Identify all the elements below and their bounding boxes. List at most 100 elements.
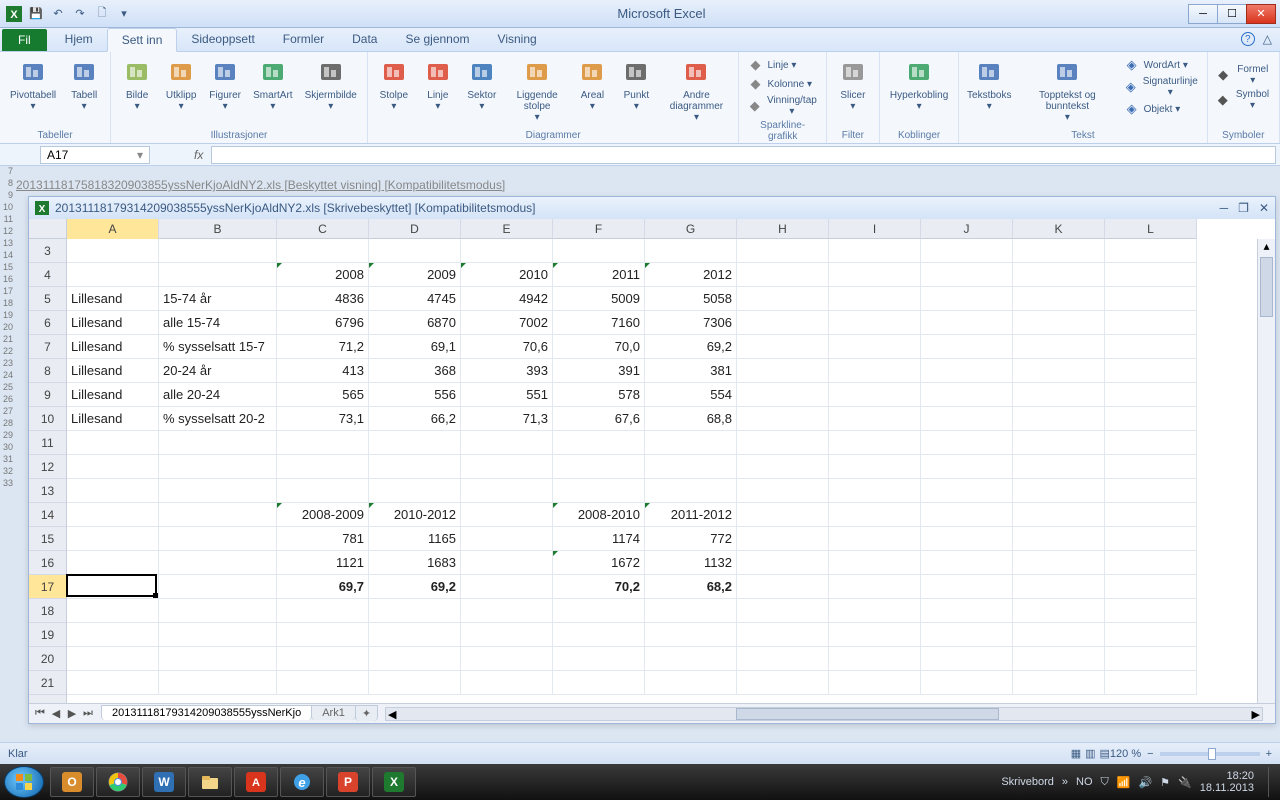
cell[interactable]: [645, 479, 737, 503]
cell[interactable]: [159, 239, 277, 263]
cell[interactable]: alle 20-24: [159, 383, 277, 407]
cell[interactable]: 781: [277, 527, 369, 551]
cell[interactable]: 554: [645, 383, 737, 407]
ribbon-button[interactable]: Slicer▾: [833, 54, 873, 114]
cell[interactable]: [737, 263, 829, 287]
tray-chevron-icon[interactable]: »: [1062, 776, 1068, 788]
cell[interactable]: [277, 671, 369, 695]
cell[interactable]: [829, 407, 921, 431]
cell[interactable]: [921, 575, 1013, 599]
cell[interactable]: [553, 671, 645, 695]
cell[interactable]: [1105, 455, 1197, 479]
child-close-button[interactable]: ✕: [1259, 201, 1269, 215]
cell[interactable]: [67, 479, 159, 503]
cell[interactable]: [645, 671, 737, 695]
ribbon-button[interactable]: Figurer▾: [205, 54, 245, 114]
maximize-button[interactable]: ☐: [1217, 4, 1247, 24]
name-box[interactable]: A17▾: [40, 146, 150, 164]
cell[interactable]: [737, 335, 829, 359]
child-restore-button[interactable]: ❐: [1238, 201, 1249, 215]
cell[interactable]: [67, 503, 159, 527]
formula-input[interactable]: [211, 146, 1276, 164]
cell[interactable]: [1105, 359, 1197, 383]
cell[interactable]: [829, 431, 921, 455]
cell[interactable]: [829, 287, 921, 311]
show-desktop-button[interactable]: [1268, 767, 1276, 797]
cell[interactable]: 2009: [369, 263, 461, 287]
cell[interactable]: [1013, 431, 1105, 455]
cell[interactable]: [921, 407, 1013, 431]
ribbon-button[interactable]: ◆Formel ▾: [1214, 63, 1273, 87]
cell[interactable]: Lillesand: [67, 407, 159, 431]
ime-indicator[interactable]: NO: [1076, 776, 1093, 788]
cell[interactable]: [737, 671, 829, 695]
ribbon-tab[interactable]: Visning: [484, 28, 551, 51]
ribbon-tab[interactable]: Se gjennom: [391, 28, 483, 51]
cell[interactable]: [921, 431, 1013, 455]
cell[interactable]: [737, 599, 829, 623]
cell[interactable]: [1105, 623, 1197, 647]
cell[interactable]: [829, 503, 921, 527]
cell[interactable]: [737, 431, 829, 455]
cell[interactable]: [921, 455, 1013, 479]
ribbon-button[interactable]: ◈Objekt ▾: [1122, 100, 1201, 118]
ribbon-button[interactable]: SmartArt▾: [249, 54, 296, 114]
cell[interactable]: 7002: [461, 311, 553, 335]
ribbon-tab[interactable]: Hjem: [51, 28, 107, 51]
save-icon[interactable]: 💾: [26, 4, 46, 24]
cell[interactable]: [369, 623, 461, 647]
select-all-corner[interactable]: [29, 219, 67, 239]
cell[interactable]: [67, 575, 159, 599]
cell[interactable]: [369, 647, 461, 671]
qat-dropdown-icon[interactable]: ▾: [114, 4, 134, 24]
cell[interactable]: [67, 623, 159, 647]
cell[interactable]: [67, 431, 159, 455]
horizontal-scrollbar[interactable]: ◀▶: [385, 707, 1263, 721]
ribbon-tab[interactable]: Sett inn: [107, 28, 178, 52]
row-header[interactable]: 21: [29, 671, 66, 695]
cell[interactable]: [921, 383, 1013, 407]
new-sheet-button[interactable]: ✦: [355, 705, 378, 721]
cell[interactable]: [277, 647, 369, 671]
cell[interactable]: 393: [461, 359, 553, 383]
cell[interactable]: [829, 263, 921, 287]
cell[interactable]: [1013, 311, 1105, 335]
cell[interactable]: [1013, 407, 1105, 431]
row-header[interactable]: 8: [29, 359, 66, 383]
cell[interactable]: [1013, 527, 1105, 551]
taskbar-outlook-icon[interactable]: O: [50, 767, 94, 797]
row-header[interactable]: 14: [29, 503, 66, 527]
cell[interactable]: 70,0: [553, 335, 645, 359]
cell[interactable]: 2011-2012: [645, 503, 737, 527]
cell[interactable]: Lillesand: [67, 311, 159, 335]
ribbon-tab[interactable]: Formler: [269, 28, 338, 51]
cell[interactable]: 368: [369, 359, 461, 383]
cell[interactable]: [67, 263, 159, 287]
cell[interactable]: [1105, 527, 1197, 551]
cell[interactable]: Lillesand: [67, 335, 159, 359]
row-header[interactable]: 12: [29, 455, 66, 479]
cell[interactable]: 69,2: [369, 575, 461, 599]
cell[interactable]: [159, 527, 277, 551]
cell[interactable]: [369, 455, 461, 479]
tray-shield-icon[interactable]: ⛉: [1101, 776, 1109, 789]
cell[interactable]: [737, 383, 829, 407]
ribbon-button[interactable]: Bilde▾: [117, 54, 157, 114]
cell[interactable]: 71,2: [277, 335, 369, 359]
cell[interactable]: [1105, 407, 1197, 431]
cell[interactable]: [829, 239, 921, 263]
cell[interactable]: [461, 623, 553, 647]
cell[interactable]: [159, 575, 277, 599]
cell[interactable]: [1105, 263, 1197, 287]
cell[interactable]: [67, 671, 159, 695]
cell[interactable]: [553, 479, 645, 503]
cell[interactable]: [737, 287, 829, 311]
cell[interactable]: [737, 311, 829, 335]
cell[interactable]: 5058: [645, 287, 737, 311]
row-header[interactable]: 20: [29, 647, 66, 671]
excel-icon[interactable]: X: [4, 4, 24, 24]
cell[interactable]: [461, 527, 553, 551]
row-header[interactable]: 19: [29, 623, 66, 647]
cell[interactable]: [553, 623, 645, 647]
cell[interactable]: 6796: [277, 311, 369, 335]
